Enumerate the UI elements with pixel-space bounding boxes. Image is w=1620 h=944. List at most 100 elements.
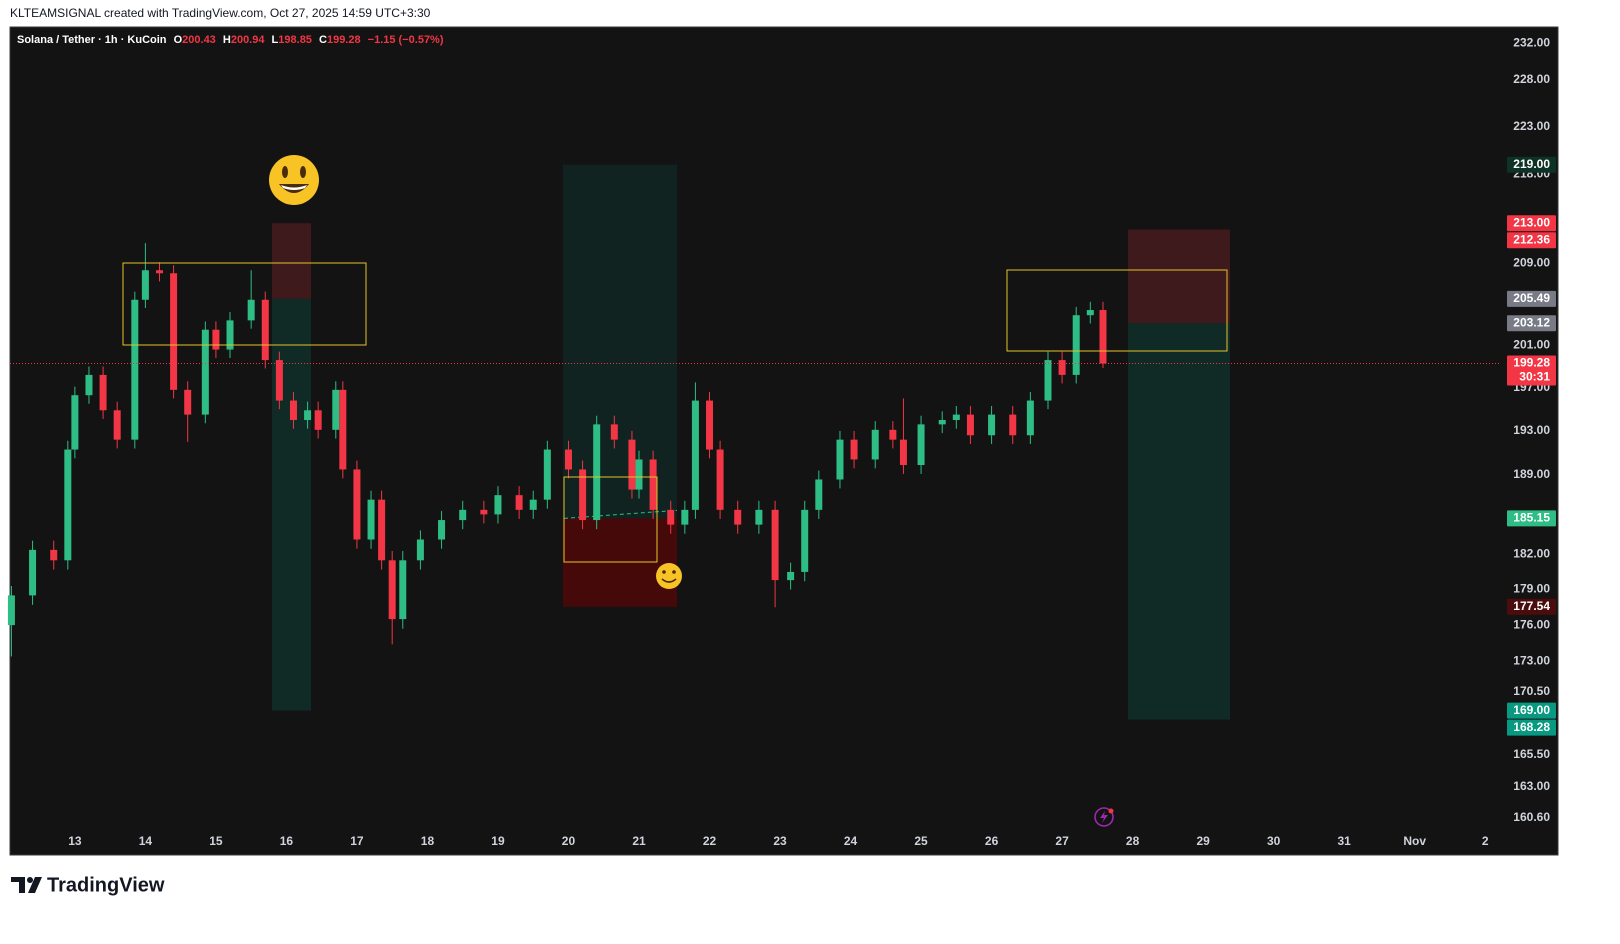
y-tick-label: 201.00 xyxy=(1513,338,1550,352)
x-tick-label: 16 xyxy=(280,834,294,848)
x-tick-label: 23 xyxy=(773,834,787,848)
candle-body xyxy=(71,395,79,450)
x-tick-label: 31 xyxy=(1337,834,1351,848)
y-tick-label: 163.00 xyxy=(1513,779,1550,793)
chart-frame xyxy=(9,26,1559,856)
candle-body xyxy=(649,459,657,510)
x-tick-label: 2 xyxy=(1482,834,1489,848)
candle-body xyxy=(610,424,618,440)
candle-body xyxy=(1072,315,1080,375)
candle-body xyxy=(787,571,795,581)
price-tag-label: 199.28 xyxy=(1513,356,1550,370)
y-tick-label: 232.00 xyxy=(1513,35,1550,49)
ohlc-value: 198.85 xyxy=(278,34,312,46)
stop-zone xyxy=(563,518,677,607)
price-tag-label: 203.12 xyxy=(1513,315,1550,329)
x-tick-label: 14 xyxy=(139,834,153,848)
candle-body xyxy=(681,509,689,525)
price-tag xyxy=(1507,510,1556,527)
price-tag-label: 169.00 xyxy=(1513,703,1550,717)
candle-body xyxy=(170,273,178,390)
candle-body xyxy=(716,449,724,510)
candle-body xyxy=(966,414,974,436)
candle-body xyxy=(29,549,37,596)
candle-body xyxy=(416,539,424,561)
candle-body xyxy=(367,499,375,540)
symbol: Solana / Tether · 1h · KuCoin xyxy=(17,34,167,46)
ohlc-label: H xyxy=(223,34,231,46)
candle-body xyxy=(1009,414,1017,436)
candle-body xyxy=(261,299,269,361)
candle-body xyxy=(635,459,643,490)
candle-body xyxy=(579,469,587,521)
change: −1.15 (−0.57%) xyxy=(368,34,444,46)
ohlc-value: 200.94 xyxy=(231,34,266,46)
candle-body xyxy=(706,400,714,450)
zone-box xyxy=(122,262,367,346)
y-tick-label: 176.00 xyxy=(1513,617,1550,631)
candle-body xyxy=(332,389,340,430)
candle-body xyxy=(1026,400,1034,436)
candle-body xyxy=(459,509,467,521)
candle-body xyxy=(938,420,946,425)
price-tag xyxy=(1507,156,1556,173)
price-tag-label: 212.36 xyxy=(1513,232,1550,246)
candle-body xyxy=(543,449,551,500)
brand-logo[interactable] xyxy=(11,877,42,893)
candle-body xyxy=(212,329,220,350)
candle-body xyxy=(155,270,163,274)
y-tick-label: 193.00 xyxy=(1513,423,1550,437)
candle-body xyxy=(99,374,107,411)
candle-body xyxy=(755,509,763,525)
price-tag xyxy=(1507,315,1556,332)
candle-body xyxy=(494,495,502,515)
y-tick-label: 209.00 xyxy=(1513,255,1550,269)
price-tag-label: 168.28 xyxy=(1513,720,1550,734)
candle-body xyxy=(247,299,255,321)
target-zone xyxy=(563,164,677,519)
ohlc-label: L xyxy=(272,34,279,46)
candle-body xyxy=(917,424,925,466)
y-tick-label: 170.50 xyxy=(1513,684,1550,698)
candle-body xyxy=(1058,360,1066,375)
emoji-grin xyxy=(269,155,319,205)
price-tag-label: 213.00 xyxy=(1513,215,1550,229)
credit: KLTEAMSIGNAL created with TradingView.co… xyxy=(10,6,431,20)
candle-body xyxy=(289,400,297,421)
plot xyxy=(7,164,1500,720)
candle-body xyxy=(141,270,149,300)
x-tick-label: 27 xyxy=(1055,834,1069,848)
candle-body xyxy=(353,469,361,540)
candle-body xyxy=(113,410,121,440)
x-tick-label: 13 xyxy=(68,834,82,848)
candle-body xyxy=(628,439,636,490)
candle-body xyxy=(871,429,879,460)
candle-body xyxy=(836,439,844,480)
brand[interactable]: TradingView xyxy=(47,874,165,896)
candle-body xyxy=(226,320,234,350)
candle-body xyxy=(480,509,488,515)
candle-body xyxy=(1044,360,1052,401)
price-tag xyxy=(1507,232,1556,249)
y-tick-label: 223.00 xyxy=(1513,119,1550,133)
x-tick-label: 30 xyxy=(1267,834,1281,848)
candle-body xyxy=(64,449,72,561)
x-tick-label: 19 xyxy=(491,834,505,848)
ohlc-label: O xyxy=(174,34,183,46)
candle-body xyxy=(691,400,699,510)
stop-zone xyxy=(1128,229,1230,324)
emoji-smile xyxy=(656,563,682,589)
x-tick-label: Nov xyxy=(1403,834,1426,848)
countdown: 30:31 xyxy=(1519,370,1550,384)
candle-body xyxy=(850,439,858,460)
candle-body xyxy=(734,509,742,525)
candle-body xyxy=(378,499,386,561)
x-tick-label: 15 xyxy=(209,834,223,848)
alert-icon[interactable] xyxy=(1094,807,1114,827)
ohlc-label: C xyxy=(319,34,327,46)
x-tick-label: 25 xyxy=(914,834,928,848)
price-tag-label: 177.54 xyxy=(1513,599,1550,613)
candle-body xyxy=(899,439,907,466)
y-tick-label: 173.00 xyxy=(1513,653,1550,667)
